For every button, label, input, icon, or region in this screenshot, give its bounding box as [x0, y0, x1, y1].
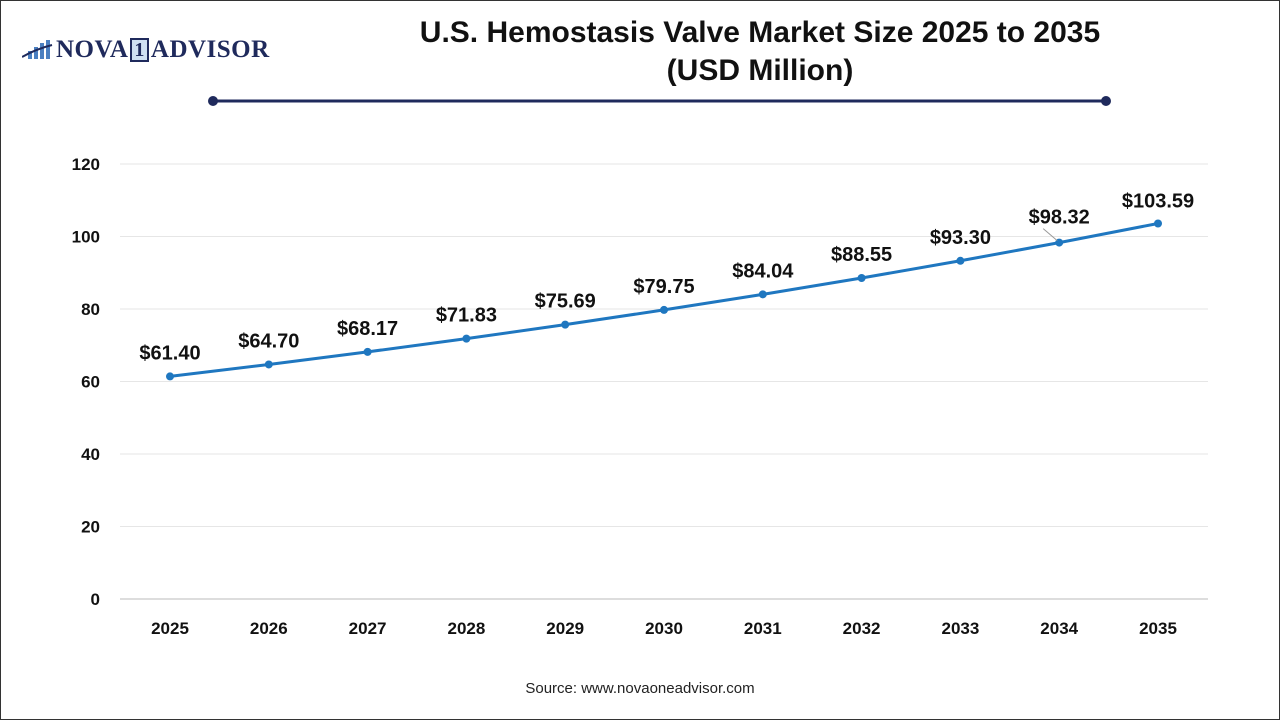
x-tick-label: 2029	[546, 619, 584, 638]
data-point	[363, 347, 372, 356]
x-tick-label: 2025	[151, 619, 189, 638]
data-label: $88.55	[831, 244, 892, 266]
data-point	[758, 290, 767, 299]
data-label: $61.40	[139, 342, 200, 364]
x-tick-label: 2027	[349, 619, 387, 638]
data-point	[462, 334, 471, 343]
logo-text: NOVA	[56, 36, 129, 63]
data-label: $68.17	[337, 318, 398, 340]
title-rule-dot	[208, 96, 218, 106]
logo-bars-icon	[22, 40, 53, 59]
data-point	[857, 274, 866, 283]
series-line	[169, 222, 1159, 378]
data-label: $98.32	[1029, 207, 1090, 229]
x-tick-label: 2034	[1040, 619, 1078, 638]
data-point	[660, 305, 668, 314]
y-tick-label: 0	[91, 590, 100, 609]
leader-line	[1042, 228, 1058, 241]
data-label: $75.69	[535, 291, 596, 313]
title-rule-dot	[1101, 96, 1111, 106]
x-tick-label: 2028	[447, 619, 485, 638]
y-tick-label: 60	[81, 373, 100, 392]
logo-text-right: ADVISOR	[150, 36, 270, 63]
data-point	[561, 320, 570, 329]
data-label: $93.30	[930, 227, 991, 249]
data-label: $84.04	[732, 260, 794, 282]
x-tick-label: 2033	[941, 619, 979, 638]
data-label: $64.70	[238, 330, 299, 352]
x-tick-label: 2026	[250, 619, 288, 638]
x-tick-label: 2035	[1139, 619, 1177, 638]
data-point	[166, 372, 174, 381]
y-tick-label: 100	[72, 228, 100, 247]
x-tick-label: 2031	[744, 619, 782, 638]
data-point	[1154, 219, 1162, 228]
y-tick-label: 120	[72, 155, 100, 174]
y-tick-label: 20	[81, 518, 100, 537]
x-tick-label: 2032	[843, 619, 881, 638]
data-point	[264, 360, 273, 369]
title-line-1: U.S. Hemostasis Valve Market Size 2025 t…	[419, 16, 1101, 49]
chart-title: U.S. Hemostasis Valve Market Size 2025 t…	[210, 14, 1280, 90]
data-label: $79.75	[633, 276, 694, 298]
data-point	[956, 256, 965, 265]
source-note: Source: www.novaoneadvisor.com	[525, 680, 755, 697]
x-tick-label: 2030	[645, 619, 683, 638]
logo: NOVA 1 ADVISOR	[22, 36, 270, 64]
data-label: $71.83	[436, 305, 497, 327]
data-label: $103.59	[1122, 190, 1194, 212]
logo-one: 1	[130, 38, 149, 62]
y-tick-label: 80	[81, 300, 100, 319]
y-tick-label: 40	[81, 445, 100, 464]
title-line-2: (USD Million)	[666, 54, 854, 87]
